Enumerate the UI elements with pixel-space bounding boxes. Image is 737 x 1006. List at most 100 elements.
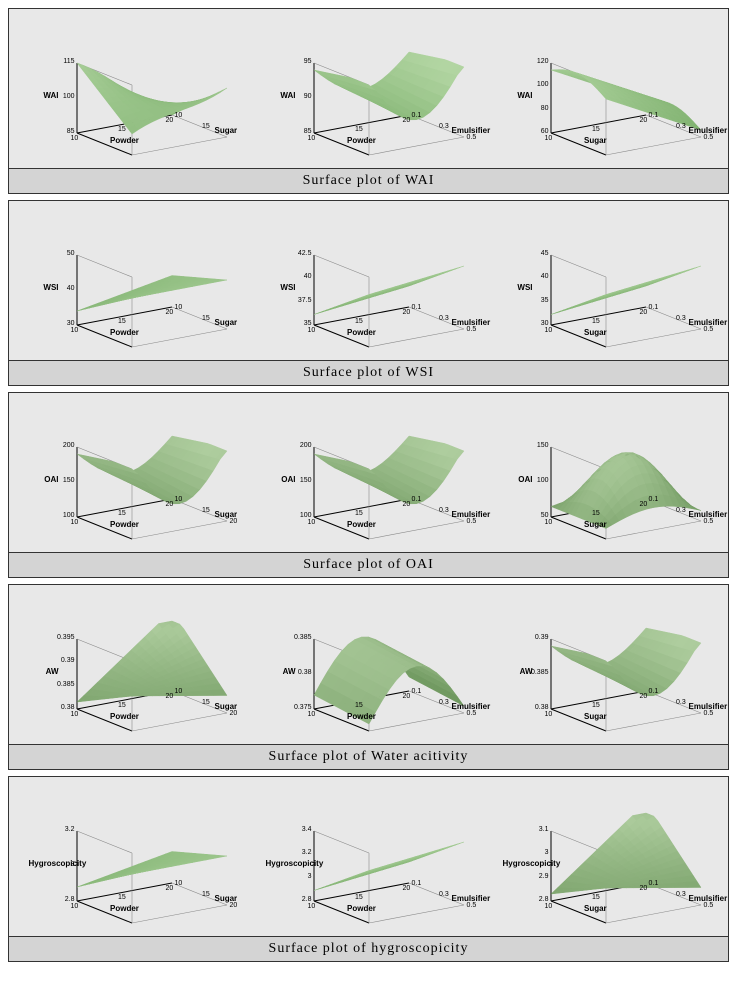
surface-plot: 2.833.2101520101520HygroscopicityPowderS…: [22, 784, 242, 929]
x-tick: 15: [118, 126, 126, 133]
z-tick: 200: [284, 442, 312, 449]
section-caption: Surface plot of OAI: [9, 553, 728, 577]
surface-plot: 3537.54042.51015200.10.30.5WSIPowderEmul…: [259, 208, 479, 353]
y-tick: 15: [202, 507, 210, 514]
y-tick: 10: [175, 880, 183, 887]
z-tick: 0.39: [47, 657, 75, 664]
z-tick: 37.5: [284, 297, 312, 304]
z-tick: 120: [521, 58, 549, 65]
x-tick: 10: [545, 519, 553, 526]
y-axis-label: Emulsifier: [689, 318, 728, 327]
surface-plot: 2.833.23.41015200.10.30.5HygroscopicityP…: [259, 784, 479, 929]
y-tick: 0.3: [439, 315, 449, 322]
z-tick: 3: [521, 849, 549, 856]
y-tick: 15: [202, 315, 210, 322]
z-tick: 0.395: [47, 634, 75, 641]
z-axis-label: OAI: [29, 475, 59, 484]
y-tick: 0.1: [649, 112, 659, 119]
z-axis-label: Hygroscopicity: [503, 859, 533, 868]
y-axis-label: Emulsifier: [452, 510, 491, 519]
x-tick: 10: [545, 327, 553, 334]
x-tick: 20: [403, 117, 411, 124]
z-tick: 3.4: [284, 826, 312, 833]
x-tick: 10: [71, 903, 79, 910]
y-tick: 0.3: [439, 507, 449, 514]
section-2: 100150200101520101520OAIPowderSugar 1001…: [8, 392, 729, 578]
x-tick: 15: [592, 126, 600, 133]
z-tick: 150: [521, 442, 549, 449]
x-tick: 15: [592, 510, 600, 517]
section-1: 3040501015201015WSIPowderSugar 3537.5404…: [8, 200, 729, 386]
x-tick: 20: [640, 309, 648, 316]
surface-plot: 2.82.933.11015200.10.30.5HygroscopicityS…: [496, 784, 716, 929]
x-tick: 20: [640, 501, 648, 508]
x-axis-label: Powder: [110, 712, 139, 721]
x-tick: 15: [118, 318, 126, 325]
y-tick: 0.1: [649, 688, 659, 695]
z-axis-label: WAI: [29, 91, 59, 100]
y-tick: 15: [202, 123, 210, 130]
z-axis-label: WAI: [503, 91, 533, 100]
z-tick: 35: [284, 320, 312, 327]
x-tick: 10: [308, 519, 316, 526]
z-axis-label: Hygroscopicity: [266, 859, 296, 868]
z-tick: 115: [47, 58, 75, 65]
z-axis-label: WSI: [266, 283, 296, 292]
x-axis-label: Powder: [347, 136, 376, 145]
x-axis-label: Powder: [347, 520, 376, 529]
z-axis-label: AW: [266, 667, 296, 676]
z-axis-label: WSI: [503, 283, 533, 292]
y-axis-label: Emulsifier: [452, 702, 491, 711]
x-tick: 15: [118, 894, 126, 901]
z-tick: 2.8: [284, 896, 312, 903]
z-tick: 2.8: [521, 896, 549, 903]
x-tick: 20: [166, 309, 174, 316]
x-tick: 20: [166, 501, 174, 508]
x-tick: 10: [545, 711, 553, 718]
y-tick: 0.3: [676, 315, 686, 322]
z-tick: 100: [521, 81, 549, 88]
y-axis-label: Sugar: [215, 702, 238, 711]
y-axis-label: Sugar: [215, 894, 238, 903]
x-axis-label: Powder: [347, 904, 376, 913]
x-axis-label: Sugar: [584, 520, 607, 529]
surface-plot: 100150200101520101520OAIPowderSugar: [22, 400, 242, 545]
plots-row: 851001151015201015WAIPowderSugar 8590951…: [9, 9, 728, 169]
section-caption: Surface plot of WAI: [9, 169, 728, 193]
x-tick: 10: [308, 135, 316, 142]
plots-row: 3040501015201015WSIPowderSugar 3537.5404…: [9, 201, 728, 361]
y-tick: 15: [202, 699, 210, 706]
y-tick: 0.3: [439, 123, 449, 130]
y-tick: 0.1: [649, 880, 659, 887]
surface-plot: 60801001201015200.10.30.5WAISugarEmulsif…: [496, 16, 716, 161]
x-tick: 15: [118, 510, 126, 517]
x-tick: 20: [640, 885, 648, 892]
y-tick: 0.3: [676, 699, 686, 706]
y-tick: 10: [175, 496, 183, 503]
x-axis-label: Powder: [110, 136, 139, 145]
z-tick: 95: [284, 58, 312, 65]
z-axis-label: WSI: [29, 283, 59, 292]
section-3: 0.380.3850.390.395101520101520AWPowderSu…: [8, 584, 729, 770]
section-caption: Surface plot of hygroscopicity: [9, 937, 728, 961]
z-axis-label: OAI: [503, 475, 533, 484]
z-tick: 40: [521, 273, 549, 280]
z-tick: 50: [47, 250, 75, 257]
surface-plot: 501001501015200.10.30.5OAISugarEmulsifie…: [496, 400, 716, 545]
z-tick: 0.385: [284, 634, 312, 641]
x-tick: 10: [71, 519, 79, 526]
z-tick: 0.38: [521, 704, 549, 711]
section-caption: Surface plot of WSI: [9, 361, 728, 385]
surface-plot: 303540451015200.10.30.5WSISugarEmulsifie…: [496, 208, 716, 353]
y-tick: 10: [175, 688, 183, 695]
x-tick: 10: [545, 135, 553, 142]
z-axis-label: WAI: [266, 91, 296, 100]
x-axis-label: Powder: [110, 904, 139, 913]
z-tick: 85: [284, 128, 312, 135]
y-axis-label: Sugar: [215, 318, 238, 327]
z-tick: 30: [521, 320, 549, 327]
x-tick: 15: [592, 894, 600, 901]
section-caption: Surface plot of Water acitivity: [9, 745, 728, 769]
surface-plot: 0.380.3850.390.395101520101520AWPowderSu…: [22, 592, 242, 737]
surface-plot: 0.380.3850.391015200.10.30.5AWSugarEmuls…: [496, 592, 716, 737]
